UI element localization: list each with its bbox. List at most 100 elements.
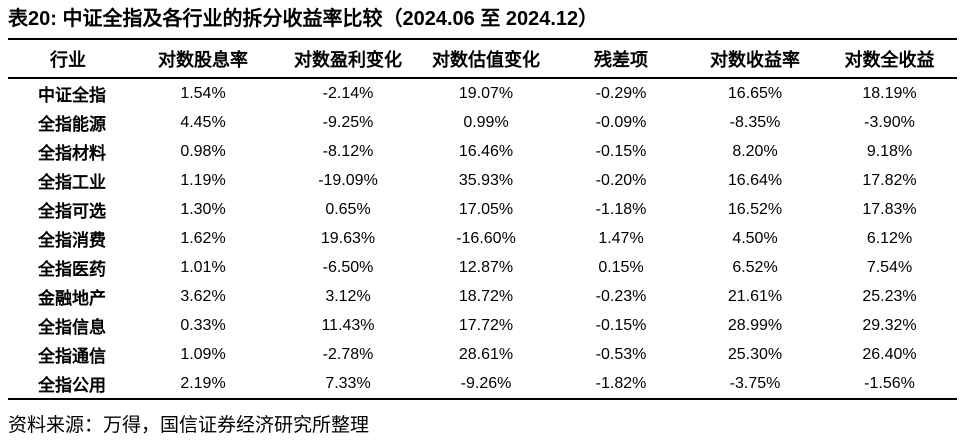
value-cell: -0.53% <box>595 345 647 363</box>
value-cell: -6.50% <box>322 258 374 276</box>
data-table: 行业 对数股息率 对数盈利变化 对数估值变化 残差项 对数收益率 对数全收益 中证全指 1.5… <box>8 38 957 400</box>
value-cell: -0.29% <box>595 84 647 102</box>
value-cell: 26.40% <box>862 345 917 363</box>
row-label: 全指能源 <box>38 115 106 134</box>
value-cell: -1.82% <box>554 369 688 400</box>
value-cell: 19.07% <box>458 84 514 102</box>
table-row: 全指能源 4.45% -9.25% 0.99% -0.09% -8.35% -3.90% <box>8 108 957 137</box>
value-cell: -2.78% <box>322 345 374 363</box>
value-cell: 25.23% <box>862 287 917 305</box>
value-cell: 2.19% <box>128 369 278 400</box>
header-row: 行业 对数股息率 对数盈利变化 对数估值变化 残差项 对数收益率 对数全收益 <box>8 38 957 79</box>
value-cell: -9.26% <box>418 369 554 400</box>
column-header-4: 残差项 <box>554 38 688 79</box>
table-title: 表20: 中证全指及各行业的拆分收益率比较（2024.06 至 2024.12） <box>8 8 599 30</box>
value-cell: 0.99% <box>463 113 509 131</box>
value-cell: 4.50% <box>732 229 778 247</box>
value-cell: 17.82% <box>862 171 917 189</box>
value-cell: -9.25% <box>322 113 374 131</box>
value-cell: 18.72% <box>458 287 514 305</box>
table-row: 全指材料 0.98% -8.12% 16.46% -0.15% 8.20% 9.18% <box>8 137 957 166</box>
row-label: 全指工业 <box>38 173 106 192</box>
value-cell: -0.15% <box>595 316 647 334</box>
value-cell: 0.98% <box>180 142 226 160</box>
value-cell: 1.30% <box>180 200 226 218</box>
value-cell: 16.64% <box>727 171 783 189</box>
value-cell: 21.61% <box>727 287 783 305</box>
value-cell: -8.35% <box>729 113 781 131</box>
value-cell: -2.14% <box>322 84 374 102</box>
value-cell: 4.45% <box>180 113 226 131</box>
column-header-0: 行业 <box>8 38 128 79</box>
table-row: 全指消费 1.62% 19.63% -16.60% 1.47% 4.50% 6.12% <box>8 224 957 253</box>
row-label: 金融地产 <box>38 289 106 308</box>
value-cell: 19.63% <box>320 229 376 247</box>
table-row: 全指信息 0.33% 11.43% 17.72% -0.15% 28.99% 29.32% <box>8 311 957 340</box>
value-cell: 1.54% <box>180 84 226 102</box>
value-cell: 1.19% <box>180 171 226 189</box>
value-cell: 9.18% <box>866 142 913 160</box>
value-cell: 1.09% <box>180 345 226 363</box>
value-cell: 35.93% <box>458 171 514 189</box>
value-cell: 28.61% <box>458 345 514 363</box>
value-cell: 25.30% <box>727 345 783 363</box>
value-cell: 11.43% <box>321 316 375 334</box>
row-label: 中证全指 <box>38 86 106 105</box>
value-cell: -0.09% <box>595 113 647 131</box>
value-cell: -3.90% <box>864 113 915 131</box>
row-label: 全指材料 <box>38 144 106 163</box>
column-header-2: 对数盈利变化 <box>278 38 418 79</box>
value-cell: 0.33% <box>180 316 226 334</box>
row-label: 全指通信 <box>38 347 106 366</box>
value-cell: 17.72% <box>458 316 514 334</box>
column-header-6: 对数全收益 <box>822 38 957 79</box>
value-cell: 12.87% <box>458 258 514 276</box>
source-note: 资料来源：万得，国信证券经济研究所整理 <box>8 415 370 436</box>
column-header-5: 对数收益率 <box>688 38 822 79</box>
value-cell: -8.12% <box>322 142 374 160</box>
value-cell: 16.65% <box>727 84 783 102</box>
table-body: 中证全指 1.54% -2.14% 19.07% -0.29% 16.65% 18.19% 全… <box>8 78 957 400</box>
value-cell: 1.62% <box>180 229 226 247</box>
table-row: 中证全指 1.54% -2.14% 19.07% -0.29% 16.65% 18.19% <box>8 78 957 108</box>
value-cell: 3.62% <box>180 287 226 305</box>
table-row: 金融地产 3.62% 3.12% 18.72% -0.23% 21.61% 25.23% <box>8 282 957 311</box>
value-cell: 7.54% <box>866 258 913 276</box>
value-cell: 29.32% <box>862 316 917 334</box>
row-label: 全指信息 <box>38 318 106 337</box>
value-cell: 8.20% <box>732 142 778 160</box>
value-cell: -16.60% <box>456 229 516 247</box>
value-cell: 1.47% <box>598 229 644 247</box>
value-cell: 0.65% <box>325 200 371 218</box>
value-cell: 0.15% <box>598 258 644 276</box>
row-label: 全指消费 <box>38 231 106 250</box>
table-row: 全指可选 1.30% 0.65% 17.05% -1.18% 16.52% 17.83% <box>8 195 957 224</box>
column-header-3: 对数估值变化 <box>418 38 554 79</box>
value-cell: -3.75% <box>688 369 822 400</box>
table-row: 全指公用 2.19% 7.33% -9.26% -1.82% -3.75% -1.56% <box>8 369 957 400</box>
value-cell: -1.18% <box>595 200 647 218</box>
column-header-1: 对数股息率 <box>128 38 278 79</box>
value-cell: 1.01% <box>180 258 226 276</box>
table-row: 全指医药 1.01% -6.50% 12.87% 0.15% 6.52% 7.54% <box>8 253 957 282</box>
value-cell: 6.52% <box>732 258 778 276</box>
row-label: 全指公用 <box>8 369 128 400</box>
value-cell: 28.99% <box>727 316 783 334</box>
table-row: 全指通信 1.09% -2.78% 28.61% -0.53% 25.30% 26.40% <box>8 340 957 369</box>
value-cell: -1.56% <box>822 369 957 400</box>
value-cell: -0.15% <box>595 142 647 160</box>
value-cell: 17.83% <box>862 200 917 218</box>
row-label: 全指可选 <box>38 202 106 221</box>
value-cell: 17.05% <box>458 200 514 218</box>
table-row: 全指工业 1.19% -19.09% 35.93% -0.20% 16.64% 17.82% <box>8 166 957 195</box>
value-cell: 7.33% <box>278 369 418 400</box>
value-cell: -0.23% <box>595 287 647 305</box>
value-cell: 6.12% <box>866 229 913 247</box>
value-cell: 18.19% <box>862 84 917 102</box>
value-cell: 16.52% <box>727 200 783 218</box>
value-cell: -19.09% <box>318 171 378 189</box>
value-cell: 16.46% <box>458 142 514 160</box>
value-cell: -0.20% <box>595 171 647 189</box>
value-cell: 3.12% <box>325 287 371 305</box>
